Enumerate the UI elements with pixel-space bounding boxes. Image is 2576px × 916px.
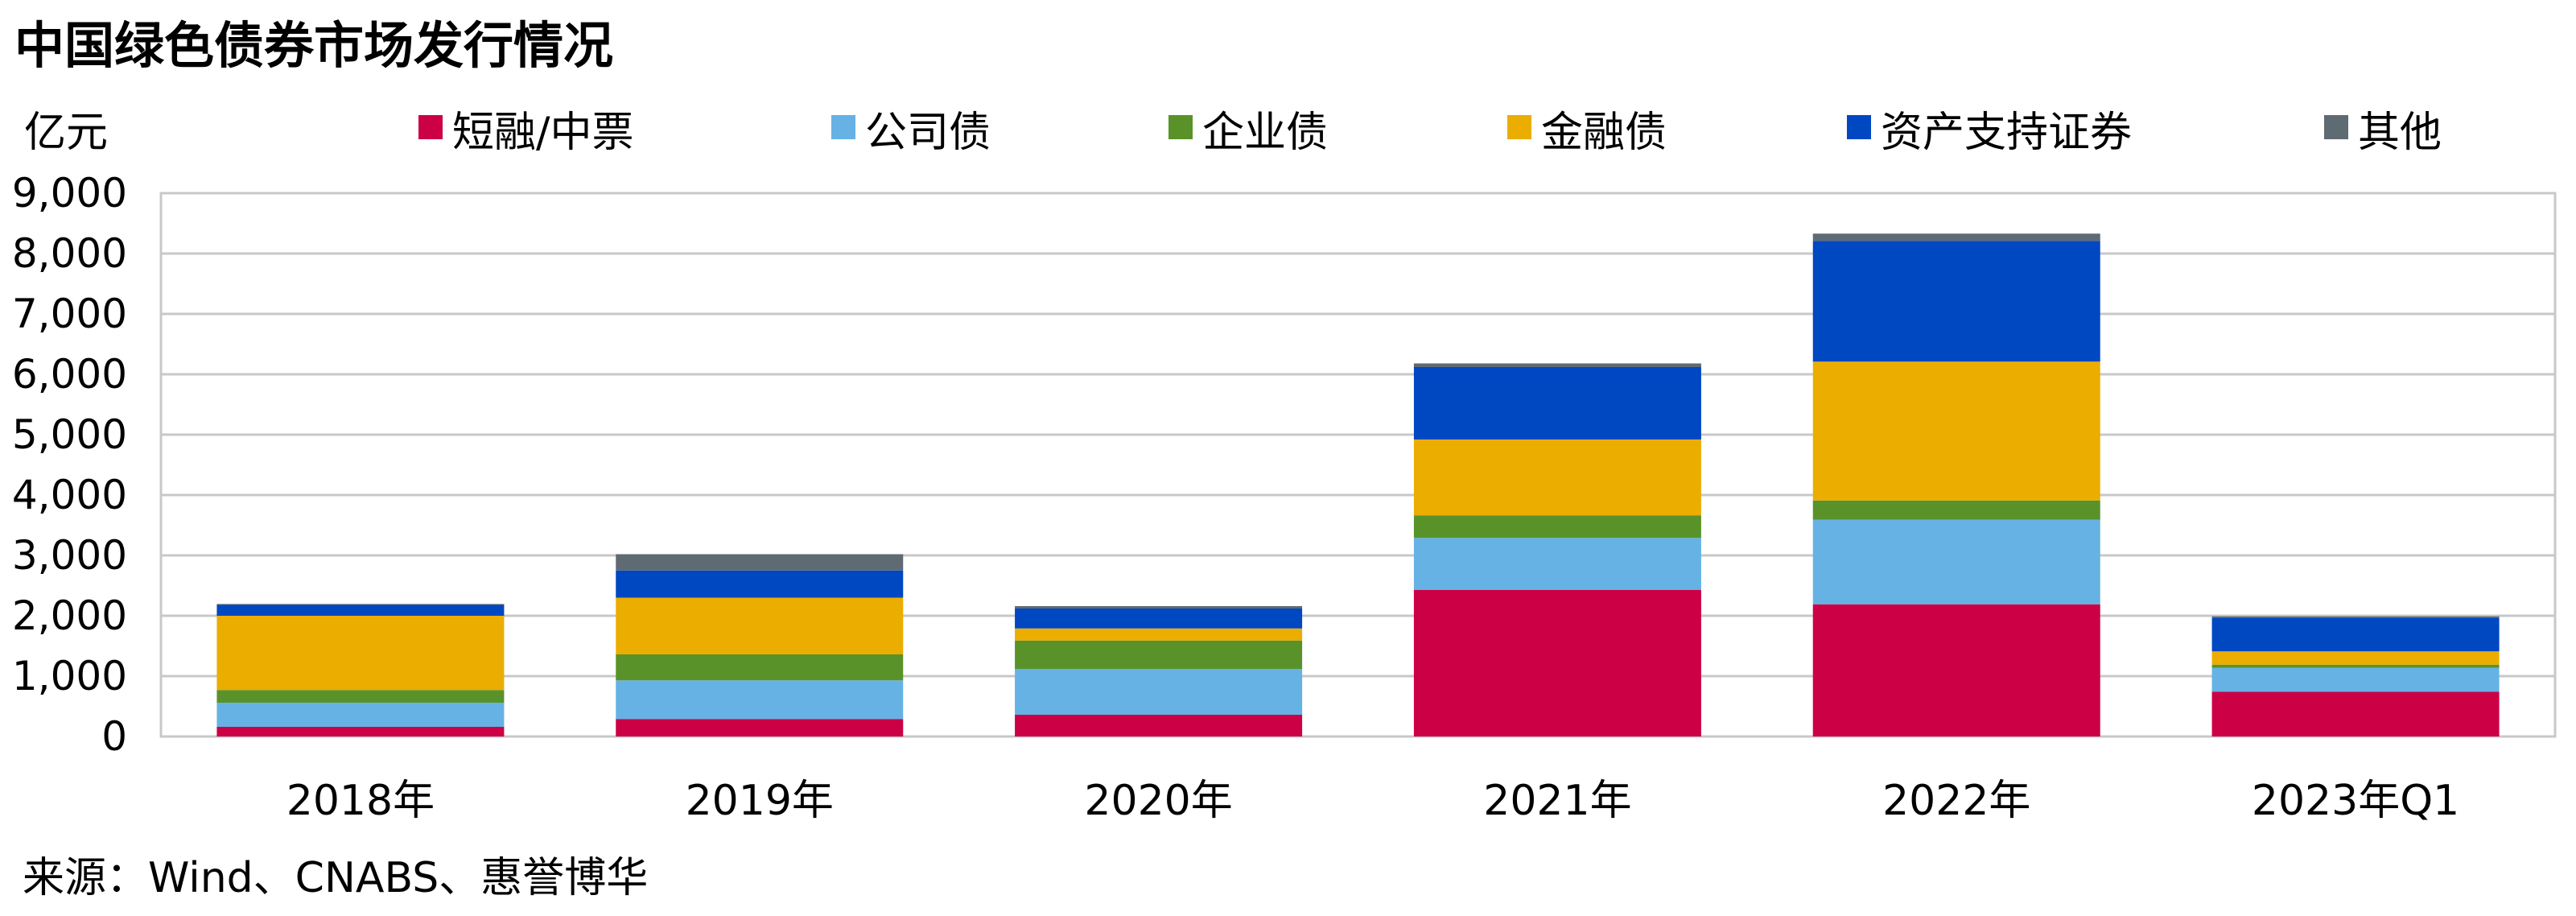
legend-swatch (831, 115, 855, 139)
bar-segment (2211, 691, 2500, 737)
x-tick-label: 2022年 (1882, 777, 2030, 825)
bar-segment (616, 597, 904, 654)
bar-segment (2211, 616, 2500, 618)
bar-segment (1413, 589, 1701, 737)
bar-segment (1015, 640, 1303, 669)
chart-title: 中国绿色债券市场发行情况 (14, 16, 613, 75)
bar-segment (1413, 367, 1701, 439)
legend-label: 公司债 (865, 109, 991, 157)
y-tick-label: 5,000 (12, 411, 127, 458)
plot-frame (159, 192, 2557, 738)
bar-segment (1413, 439, 1701, 516)
bar-segment (1812, 500, 2100, 520)
bar-segment (2211, 667, 2500, 692)
x-tick-label: 2023年Q1 (2252, 777, 2459, 825)
legend-label: 企业债 (1202, 109, 1328, 157)
y-tick-label: 2,000 (12, 592, 127, 639)
bar-segment (1812, 604, 2100, 737)
bar-segment (216, 604, 505, 616)
x-axis-ticks: 2018年 2019年 2020年 2021年 2022年 2023年Q1 (286, 777, 2460, 825)
bar-segment (616, 719, 904, 737)
bar-segment (1812, 361, 2100, 501)
legend-swatch (418, 115, 443, 139)
bar-segment (2211, 664, 2500, 668)
bar-segment (216, 690, 505, 703)
bar-segment (1812, 241, 2100, 362)
legend-label: 金融债 (1541, 109, 1667, 157)
bar-segment (616, 654, 904, 681)
y-tick-label: 6,000 (12, 351, 127, 398)
legend-label: 资产支持证券 (1881, 109, 2132, 157)
bar-segment (616, 680, 904, 720)
bar-segment (1015, 669, 1303, 715)
bar-segment (1413, 363, 1701, 367)
bar-segment (1015, 609, 1303, 629)
bar-segment (616, 554, 904, 571)
y-tick-label: 1,000 (12, 653, 127, 699)
bar-segment (1015, 606, 1303, 609)
bar-segment (616, 570, 904, 598)
y-tick-label: 0 (101, 713, 127, 760)
bar-segment (1015, 628, 1303, 641)
bar-segment (1812, 519, 2100, 604)
bars (216, 233, 2500, 737)
legend-swatch (2324, 115, 2348, 139)
source-note: 来源：Wind、CNABS、惠誉博华 (23, 854, 648, 902)
y-tick-label: 9,000 (12, 170, 127, 217)
x-tick-label: 2018年 (286, 777, 435, 825)
legend: 短融/中票 公司债 企业债 金融债 资产支持证券 其他 (418, 109, 2442, 157)
bar-segment (1812, 233, 2100, 241)
y-tick-label: 8,000 (12, 230, 127, 277)
y-axis-unit-label: 亿元 (24, 109, 108, 157)
x-tick-label: 2020年 (1084, 777, 1232, 825)
bar-segment (2211, 651, 2500, 665)
bar-segment (1015, 715, 1303, 737)
y-tick-label: 7,000 (12, 291, 127, 337)
bar-segment (1413, 538, 1701, 590)
y-tick-label: 3,000 (12, 532, 127, 579)
bar-segment (216, 703, 505, 727)
bar-segment (216, 727, 505, 737)
y-tick-label: 4,000 (12, 472, 127, 518)
bar-segment (216, 616, 505, 691)
y-axis-ticks: 0 1,000 2,000 3,000 4,000 5,000 6,000 7,000 8,00… (12, 170, 127, 760)
legend-swatch (1847, 115, 1871, 139)
bar-segment (2211, 617, 2500, 652)
legend-swatch (1507, 115, 1531, 139)
x-tick-label: 2019年 (686, 777, 834, 825)
legend-label: 其他 (2358, 109, 2442, 157)
legend-label: 短融/中票 (452, 109, 634, 157)
gridlines (159, 192, 2557, 738)
legend-swatch (1168, 115, 1193, 139)
bar-segment (1413, 515, 1701, 538)
x-tick-label: 2021年 (1483, 777, 1631, 825)
